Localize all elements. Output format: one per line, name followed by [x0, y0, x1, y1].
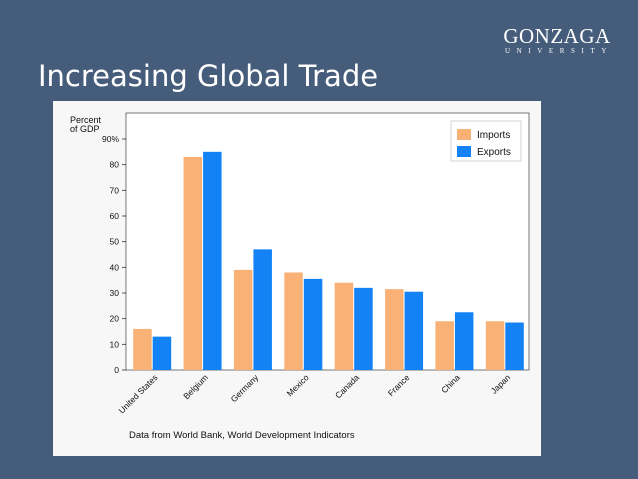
x-tick-label: Belgium: [181, 372, 210, 401]
slide-title: Increasing Global Trade: [38, 59, 379, 93]
y-tick-label: 10: [110, 339, 120, 349]
bar-imports: [284, 272, 303, 370]
bar-imports: [485, 321, 505, 370]
bar-exports: [303, 278, 323, 370]
bar-imports: [385, 289, 404, 370]
y-tick-label: 20: [110, 314, 120, 324]
y-tick-label: 30: [110, 288, 120, 298]
source-note: Data from World Bank, World Development …: [129, 430, 355, 441]
y-tick-label: 70: [110, 185, 120, 195]
x-tick-label: Mexico: [285, 372, 311, 398]
y-axis-label-line-1: Percent: [70, 115, 102, 125]
x-tick-label: China: [439, 372, 462, 395]
y-tick-label: 50: [110, 237, 120, 247]
bar-exports: [404, 291, 424, 370]
y-tick-label: 60: [110, 211, 120, 221]
y-tick-label: 90%: [102, 134, 119, 144]
chart-panel: Percent of GDP Data from World Bank, Wor…: [53, 101, 541, 456]
legend-label-imports: Imports: [477, 130, 510, 141]
y-tick-label: 80: [110, 160, 120, 170]
x-tick-label: Japan: [489, 372, 513, 396]
legend-swatch-imports: [457, 129, 471, 140]
legend-swatch-exports: [457, 146, 471, 157]
bar-imports: [183, 156, 203, 370]
x-tick-label: Germany: [229, 372, 261, 404]
bar-exports: [203, 151, 222, 370]
logo-wordmark: GONZAGA: [503, 24, 611, 48]
bar-exports: [454, 312, 474, 370]
bar-imports: [435, 321, 454, 370]
university-logo: GONZAGA UNIVERSITY: [498, 24, 616, 56]
bar-imports: [233, 269, 253, 370]
bar-exports: [152, 336, 172, 370]
bar-exports: [354, 287, 373, 370]
bar-imports: [133, 328, 152, 370]
legend-label-exports: Exports: [477, 147, 511, 158]
y-axis-label-line-2: of GDP: [70, 124, 100, 134]
y-tick-label: 0: [114, 365, 119, 375]
x-tick-label: Canada: [333, 372, 361, 400]
logo-subtitle: UNIVERSITY: [505, 47, 613, 55]
x-tick-label: France: [386, 372, 412, 398]
y-tick-label: 40: [110, 262, 120, 272]
bar-chart: Percent of GDP Data from World Bank, Wor…: [70, 112, 530, 441]
bar-exports: [253, 249, 272, 370]
bar-imports: [334, 282, 354, 370]
x-tick-label: United States: [116, 372, 159, 415]
bar-exports: [505, 322, 524, 370]
